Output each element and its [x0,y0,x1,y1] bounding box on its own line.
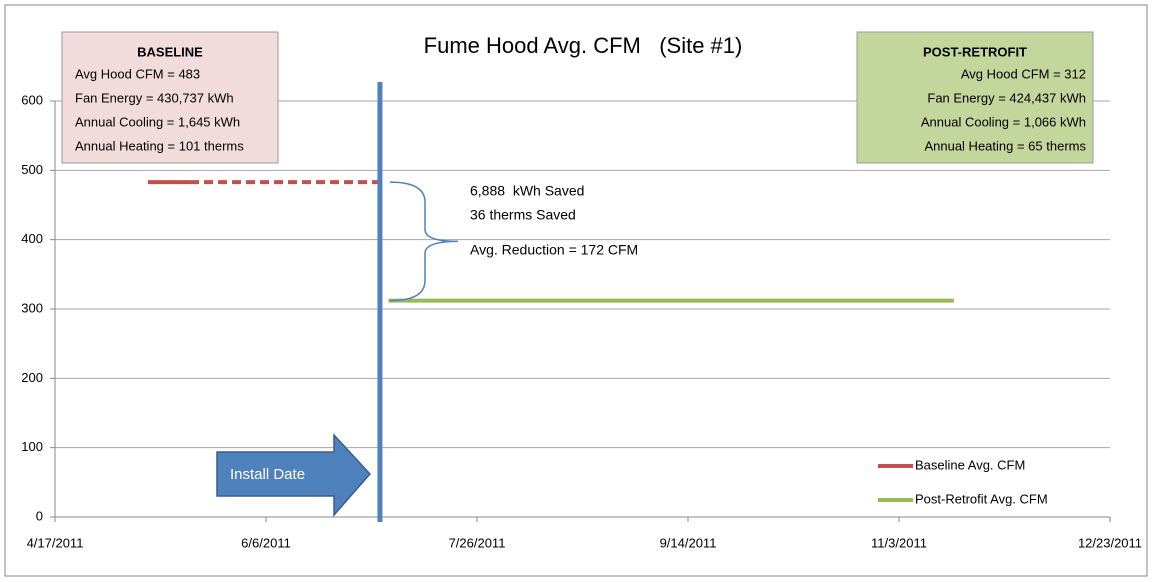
y-tick-label: 100 [21,439,43,454]
info-box [856,31,1094,164]
info-box-line: Fan Energy = 424,437 kWh [927,90,1086,105]
grid: 0 100 200 300 400 500 600 4/17/2011 6/6/2011 7/26… [21,92,1142,550]
info-box-title: POST-RETROFIT [923,44,1027,59]
x-tick-label: 4/17/2011 [27,535,84,550]
legend-label: Baseline Avg. CFM [915,457,1025,472]
reduction-brace [389,181,459,302]
chart-title: Fume Hood Avg. CFM (Site #1) [424,33,743,58]
info-box-line: Avg Hood CFM = 312 [961,66,1086,81]
info-box [61,31,279,164]
x-tick-label: 12/23/2011 [1078,535,1142,550]
x-tick-label: 11/3/2011 [871,535,927,550]
info-box-line: Annual Cooling = 1,645 kWh [75,114,240,129]
y-tick-label: 600 [21,92,43,107]
marks [147,82,954,522]
info-box-line: Annual Cooling = 1,066 kWh [921,114,1086,129]
y-tick-label: 200 [21,370,43,385]
overlays: Install Date BASELINE Avg Hood CFM = 483 Fa… [61,31,1094,517]
savings-text: 36 therms Saved [470,207,576,223]
y-tick-label: 400 [21,231,43,246]
info-box-line: Avg Hood CFM = 483 [75,66,200,81]
install-label: Install Date [230,466,305,483]
info-box-title: BASELINE [137,44,203,59]
info-box-line: Annual Heating = 65 therms [924,138,1086,153]
x-tick-label: 9/14/2011 [660,535,717,550]
x-tick-label: 7/26/2011 [449,535,506,550]
y-tick-label: 500 [21,162,43,177]
install-arrow [216,433,371,517]
savings-text: Avg. Reduction = 172 CFM [470,242,638,258]
y-tick-label: 0 [36,508,43,523]
y-tick-label: 300 [21,300,43,315]
legend-label: Post-Retrofit Avg. CFM [915,491,1048,506]
info-box-line: Annual Heating = 101 therms [75,138,244,153]
info-box-line: Fan Energy = 430,737 kWh [75,90,234,105]
savings-text: 6,888 kWh Saved [470,183,584,199]
x-tick-label: 6/6/2011 [241,535,291,550]
